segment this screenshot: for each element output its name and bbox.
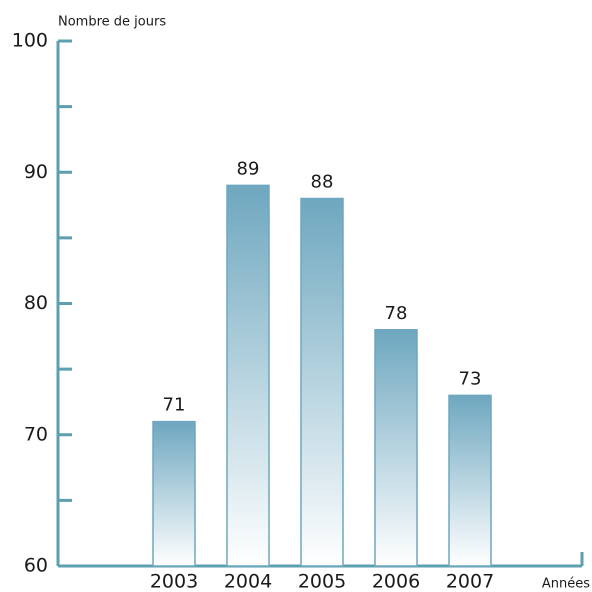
bar	[300, 197, 344, 567]
x-tick-label: 2004	[224, 571, 272, 592]
x-tick-label: 2003	[150, 571, 198, 592]
value-label: 89	[237, 158, 260, 179]
value-label: 71	[163, 395, 186, 416]
x-tick-label: 2006	[372, 571, 420, 592]
y-axis-label: Nombre de jours	[58, 15, 166, 30]
y-tick-label: 70	[24, 423, 48, 445]
x-axis-label: Années	[542, 577, 590, 592]
y-tick-label: 80	[24, 292, 48, 314]
x-tick-label: 2007	[446, 571, 494, 592]
bar	[152, 420, 196, 567]
value-label: 73	[459, 368, 482, 389]
bar	[226, 184, 270, 567]
y-tick-label: 90	[24, 161, 48, 183]
y-tick-label: 100	[12, 30, 48, 52]
x-tick-label: 2005	[298, 571, 346, 592]
value-label: 78	[385, 303, 408, 324]
bar	[448, 394, 492, 567]
y-tick-label: 60	[24, 555, 48, 577]
bar	[374, 329, 418, 567]
value-label: 88	[311, 172, 334, 193]
